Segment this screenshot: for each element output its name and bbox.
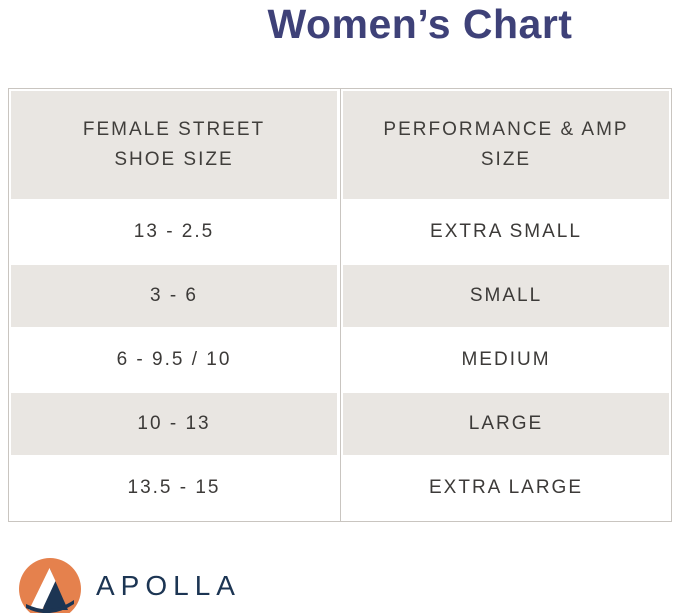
table-cell-amp-size: SMALL: [343, 265, 669, 327]
header-line: FEMALE STREET: [82, 119, 266, 140]
table-cell-amp-size: EXTRA LARGE: [343, 457, 669, 519]
table-cell-shoe-size: 10 - 13: [11, 393, 337, 455]
table-header-amp-size: PERFORMANCE & AMP SIZE: [343, 91, 669, 199]
apolla-sail-circle-icon: [19, 558, 81, 613]
table-cell-shoe-size: 13 - 2.5: [11, 201, 337, 263]
table-cell-amp-size: EXTRA SMALL: [343, 201, 669, 263]
column-divider: [339, 89, 341, 521]
header-line: SIZE: [480, 149, 532, 170]
table-cell-amp-size: MEDIUM: [343, 329, 669, 391]
size-table: FEMALE STREET SHOE SIZE PERFORMANCE & AM…: [8, 88, 672, 522]
header-line: PERFORMANCE & AMP: [383, 119, 629, 140]
brand-wordmark: APOLLA: [96, 570, 241, 601]
header-line: SHOE SIZE: [114, 149, 234, 170]
table-cell-shoe-size: 3 - 6: [11, 265, 337, 327]
page-title: Women’s Chart: [267, 1, 573, 47]
table-cell-shoe-size: 13.5 - 15: [11, 457, 337, 519]
table-cell-shoe-size: 6 - 9.5 / 10: [11, 329, 337, 391]
table-header-shoe-size: FEMALE STREET SHOE SIZE: [11, 91, 337, 199]
table-cell-amp-size: LARGE: [343, 393, 669, 455]
